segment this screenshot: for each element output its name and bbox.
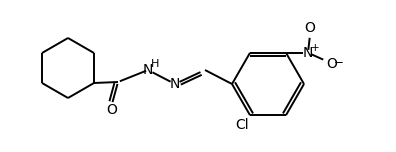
Text: −: − <box>334 56 344 69</box>
Text: +: + <box>311 43 319 53</box>
Text: O: O <box>305 21 316 35</box>
Text: O: O <box>327 57 337 71</box>
Text: N: N <box>170 77 180 91</box>
Text: N: N <box>143 63 153 77</box>
Text: O: O <box>107 103 118 117</box>
Text: H: H <box>151 59 159 69</box>
Text: Cl: Cl <box>235 118 249 132</box>
Text: N: N <box>303 46 313 60</box>
